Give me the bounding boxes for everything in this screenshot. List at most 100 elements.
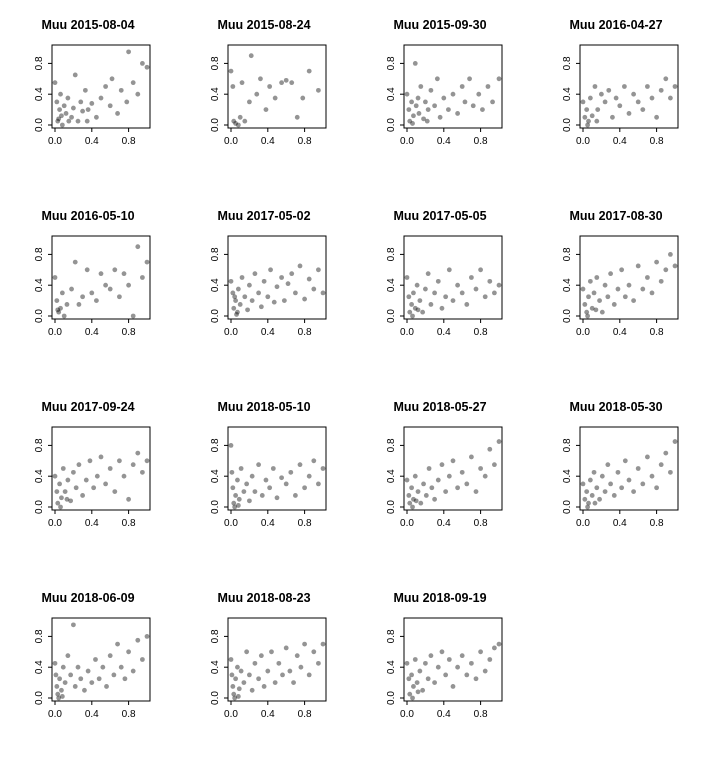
data-point — [663, 267, 669, 273]
plot-frame — [403, 235, 503, 320]
data-point — [409, 485, 414, 491]
data-point — [247, 99, 252, 105]
data-point — [654, 485, 659, 491]
data-point — [231, 691, 237, 697]
x-tick-label: 0.8 — [298, 327, 312, 338]
x-tick-label: 0.0 — [224, 327, 238, 338]
data-point — [56, 116, 62, 122]
data-point — [228, 443, 234, 448]
data-point — [594, 275, 600, 280]
data-point — [89, 101, 95, 106]
data-point — [434, 76, 440, 82]
y-tick-label: 0.4 — [386, 469, 397, 483]
data-point — [130, 80, 136, 86]
data-point — [635, 99, 641, 105]
scatter-panel: Muu 2018-05-27 0.0 0.4 0.8 0.0 0.4 0.8 — [352, 382, 528, 572]
scatter-plot: 0.0 0.4 0.8 0.0 0.4 0.8 — [562, 426, 679, 529]
data-point — [649, 290, 655, 296]
data-point — [423, 99, 428, 105]
data-point — [478, 649, 483, 655]
data-point — [459, 469, 465, 475]
data-point — [254, 91, 260, 97]
data-point — [496, 641, 502, 647]
data-point — [316, 660, 321, 666]
data-point — [233, 121, 238, 126]
x-tick-label: 0.4 — [85, 327, 99, 338]
data-point — [261, 278, 267, 284]
data-point — [104, 684, 109, 689]
data-point — [420, 309, 426, 315]
y-tick-label: 0.0 — [34, 309, 45, 323]
data-point — [450, 458, 456, 464]
data-point — [594, 118, 600, 124]
data-point — [478, 267, 483, 273]
data-point — [294, 653, 300, 659]
data-point — [258, 76, 263, 82]
data-point — [271, 299, 277, 305]
data-point — [580, 286, 586, 292]
data-point — [59, 122, 65, 128]
data-point — [59, 290, 65, 296]
x-tick-label: 0.8 — [474, 518, 488, 529]
data-point — [672, 263, 678, 269]
data-point — [406, 493, 412, 498]
scatter-panel: Muu 2018-05-10 0.0 0.4 0.8 0.0 0.4 0.8 — [176, 382, 352, 572]
data-point — [626, 477, 632, 483]
data-point — [135, 637, 141, 643]
data-point — [412, 305, 418, 311]
x-tick-label: 0.4 — [437, 709, 451, 720]
data-point — [406, 294, 412, 300]
x-tick-label: 0.8 — [474, 327, 488, 338]
data-point — [140, 61, 145, 66]
data-point — [241, 680, 247, 685]
scatter-plot: 0.0 0.4 0.8 0.0 0.4 0.8 — [210, 617, 327, 720]
scatter-panel: Muu 2018-05-30 0.0 0.4 0.8 0.0 0.4 0.8 — [528, 382, 704, 572]
scatter-panel: Muu 2016-04-27 0.0 0.4 0.8 0.0 0.4 0.8 — [528, 0, 704, 190]
data-point — [407, 309, 413, 315]
data-point — [256, 290, 261, 296]
data-point — [124, 99, 130, 105]
data-point — [72, 259, 78, 265]
data-point — [236, 496, 242, 502]
data-point — [432, 290, 437, 296]
data-point — [69, 114, 74, 120]
data-point — [62, 489, 68, 494]
data-point — [658, 278, 664, 284]
data-point — [589, 305, 595, 311]
data-point — [89, 680, 95, 685]
data-point — [640, 107, 646, 112]
data-point — [65, 477, 71, 483]
x-tick-label: 0.0 — [48, 709, 62, 720]
data-point — [429, 485, 435, 491]
data-point — [91, 485, 97, 491]
panel-title: Muu 2018-05-27 — [393, 400, 487, 414]
data-point — [432, 496, 437, 502]
x-tick-label: 0.4 — [261, 136, 275, 147]
data-point — [622, 84, 627, 89]
data-point — [121, 271, 127, 277]
data-point — [635, 263, 641, 269]
data-point — [54, 684, 60, 689]
data-point — [311, 286, 317, 292]
data-point — [407, 691, 413, 697]
scatter-plot: 0.0 0.4 0.8 0.0 0.4 0.8 — [562, 44, 679, 147]
data-point — [235, 694, 241, 699]
y-tick-label: 0.8 — [386, 247, 397, 261]
scatter-panel: Muu 2015-08-24 0.0 0.4 0.8 0.0 0.4 0.8 — [176, 0, 352, 190]
plot-frame — [403, 44, 503, 129]
x-tick-label: 0.0 — [400, 518, 414, 529]
data-point — [117, 294, 122, 300]
data-point — [409, 99, 414, 105]
data-point — [235, 477, 240, 483]
x-tick-label: 0.8 — [298, 518, 312, 529]
data-point — [239, 275, 245, 280]
data-point — [285, 281, 291, 287]
scatter-panel: Muu 2015-08-04 0.0 0.4 0.8 0.0 0.4 0.8 — [0, 0, 176, 190]
data-point — [585, 313, 590, 319]
data-point — [59, 687, 64, 693]
data-point — [121, 473, 127, 479]
data-point — [635, 466, 641, 471]
data-point — [443, 489, 449, 494]
data-point — [230, 684, 236, 689]
scatter-panel: Muu 2016-05-10 0.0 0.4 0.8 0.0 0.4 0.8 — [0, 191, 176, 381]
